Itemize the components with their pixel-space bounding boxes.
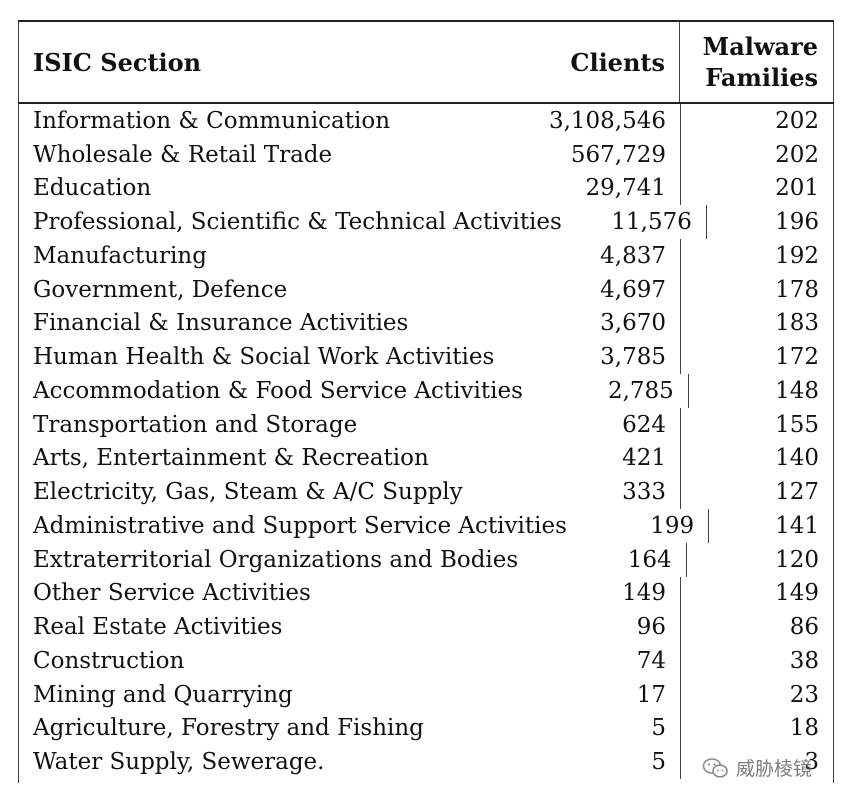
header-malware-line1: Malware bbox=[702, 32, 818, 61]
table-row: Water Supply, Sewerage. 5 3 bbox=[19, 745, 833, 779]
cell-clients: 5 bbox=[651, 749, 666, 776]
cell-isic-section: Information & Communication bbox=[33, 107, 391, 134]
table-row: Transportation and Storage 624 155 bbox=[19, 407, 833, 442]
cell-isic-section: Electricity, Gas, Steam & A/C Supply bbox=[33, 479, 463, 506]
cell-clients: 4,697 bbox=[600, 276, 666, 303]
table-row: Electricity, Gas, Steam & A/C Supply 333 1… bbox=[19, 475, 833, 509]
cell-isic-section: Mining and Quarrying bbox=[33, 681, 293, 708]
top-rule bbox=[18, 20, 834, 22]
cell-malware-families: 149 bbox=[680, 576, 833, 611]
cell-malware-families: 183 bbox=[680, 306, 833, 341]
header-malware-families: Malware Families bbox=[679, 22, 832, 102]
table-row: Accommodation & Food Service Activities 2… bbox=[19, 374, 833, 408]
cell-malware-families: 140 bbox=[680, 441, 833, 476]
cell-clients: 3,785 bbox=[600, 344, 666, 371]
header-malware-line2: Families bbox=[705, 63, 818, 92]
cell-clients: 29,741 bbox=[585, 175, 666, 202]
cell-isic-section: Other Service Activities bbox=[33, 580, 311, 607]
cell-isic-section: Government, Defence bbox=[33, 276, 288, 303]
cell-clients: 11,576 bbox=[611, 209, 692, 236]
cell-clients: 17 bbox=[636, 681, 666, 708]
cell-clients: 2,785 bbox=[607, 377, 674, 404]
table-row: Agriculture, Forestry and Fishing 5 18 bbox=[19, 711, 833, 746]
cell-malware-families: 86 bbox=[680, 610, 833, 644]
table-row: Mining and Quarrying 17 23 bbox=[19, 677, 833, 712]
cell-malware-families: 120 bbox=[685, 542, 833, 577]
table-row: Extraterritorial Organizations and Bodie… bbox=[19, 542, 833, 577]
watermark-text: 威胁棱镜 bbox=[736, 758, 813, 780]
table-row: Government, Defence 4,697 178 bbox=[19, 272, 833, 307]
cell-malware-families: 23 bbox=[680, 677, 833, 712]
cell-malware-families: 172 bbox=[680, 340, 833, 374]
cell-isic-section: Wholesale & Retail Trade bbox=[33, 141, 333, 168]
cell-clients: 4,837 bbox=[600, 242, 666, 269]
cell-malware-families: 3 bbox=[680, 745, 833, 779]
cell-isic-section: Human Health & Social Work Activities bbox=[33, 344, 495, 371]
cell-isic-section: Transportation and Storage bbox=[33, 411, 358, 438]
cell-malware-families: 127 bbox=[680, 475, 833, 509]
table-row: Arts, Entertainment & Recreation 421 140 bbox=[19, 441, 833, 476]
table-row: Other Service Activities 149 149 bbox=[19, 576, 833, 611]
table-row: Professional, Scientific & Technical Act… bbox=[19, 205, 833, 239]
cell-clients: 74 bbox=[636, 647, 666, 674]
cell-malware-families: 141 bbox=[708, 509, 833, 543]
cell-clients: 3,670 bbox=[600, 310, 666, 337]
table-header: ISIC Section Clients Malware Families bbox=[18, 22, 834, 102]
wechat-icon bbox=[702, 757, 728, 778]
cell-isic-section: Extraterritorial Organizations and Bodie… bbox=[33, 546, 519, 573]
cell-clients: 199 bbox=[650, 512, 695, 539]
cell-isic-section: Professional, Scientific & Technical Act… bbox=[33, 209, 562, 236]
table-row: Wholesale & Retail Trade 567,729 202 bbox=[19, 137, 833, 172]
cell-malware-families: 202 bbox=[680, 104, 833, 138]
table-row: Real Estate Activities 96 86 bbox=[19, 610, 833, 644]
cell-malware-families: 192 bbox=[680, 239, 833, 273]
cell-clients: 5 bbox=[651, 715, 666, 742]
cell-clients: 164 bbox=[627, 546, 672, 573]
header-left-area: ISIC Section Clients bbox=[19, 22, 679, 102]
cell-malware-families: 18 bbox=[680, 711, 833, 746]
header-isic-section: ISIC Section bbox=[33, 47, 202, 77]
table-row: Manufacturing 4,837 192 bbox=[19, 239, 833, 273]
cell-isic-section: Arts, Entertainment & Recreation bbox=[33, 445, 429, 472]
table-row: Human Health & Social Work Activities 3,7… bbox=[19, 340, 833, 374]
cell-clients: 567,729 bbox=[570, 141, 666, 168]
cell-isic-section: Manufacturing bbox=[33, 242, 207, 269]
cell-clients: 421 bbox=[622, 445, 666, 472]
cell-malware-families: 202 bbox=[680, 137, 833, 172]
cell-isic-section: Administrative and Support Service Activ… bbox=[33, 512, 567, 539]
cell-malware-families: 196 bbox=[705, 205, 833, 239]
table-body: Information & Communication 3,108,546 202 W… bbox=[18, 104, 834, 783]
watermark: 威胁棱镜 bbox=[702, 754, 812, 781]
cell-isic-section: Real Estate Activities bbox=[33, 614, 283, 641]
header-rule bbox=[18, 102, 834, 104]
cell-clients: 149 bbox=[622, 580, 666, 607]
cell-malware-families: 155 bbox=[680, 407, 833, 442]
table-row: Education 29,741 201 bbox=[19, 171, 833, 206]
cell-malware-families: 201 bbox=[680, 171, 833, 206]
cell-isic-section: Education bbox=[33, 175, 152, 202]
cell-isic-section: Financial & Insurance Activities bbox=[33, 310, 409, 337]
table-row: Administrative and Support Service Activ… bbox=[19, 509, 833, 543]
cell-clients: 624 bbox=[622, 411, 666, 438]
table-row: Construction 74 38 bbox=[19, 644, 833, 678]
cell-isic-section: Accommodation & Food Service Activities bbox=[33, 377, 523, 404]
cell-isic-section: Construction bbox=[33, 647, 185, 674]
cell-clients: 333 bbox=[622, 479, 666, 506]
cell-clients: 96 bbox=[636, 614, 666, 641]
cell-clients: 3,108,546 bbox=[548, 107, 666, 134]
cell-malware-families: 148 bbox=[687, 374, 833, 408]
header-clients: Clients bbox=[570, 47, 665, 77]
cell-isic-section: Agriculture, Forestry and Fishing bbox=[33, 715, 424, 742]
table-row: Financial & Insurance Activities 3,670 183 bbox=[19, 306, 833, 341]
data-table: ISIC Section Clients Malware Families In… bbox=[18, 20, 834, 783]
cell-malware-families: 38 bbox=[680, 644, 833, 678]
cell-isic-section: Water Supply, Sewerage. bbox=[33, 749, 325, 776]
table-row: Information & Communication 3,108,546 202 bbox=[19, 104, 833, 138]
cell-malware-families: 178 bbox=[680, 272, 833, 307]
